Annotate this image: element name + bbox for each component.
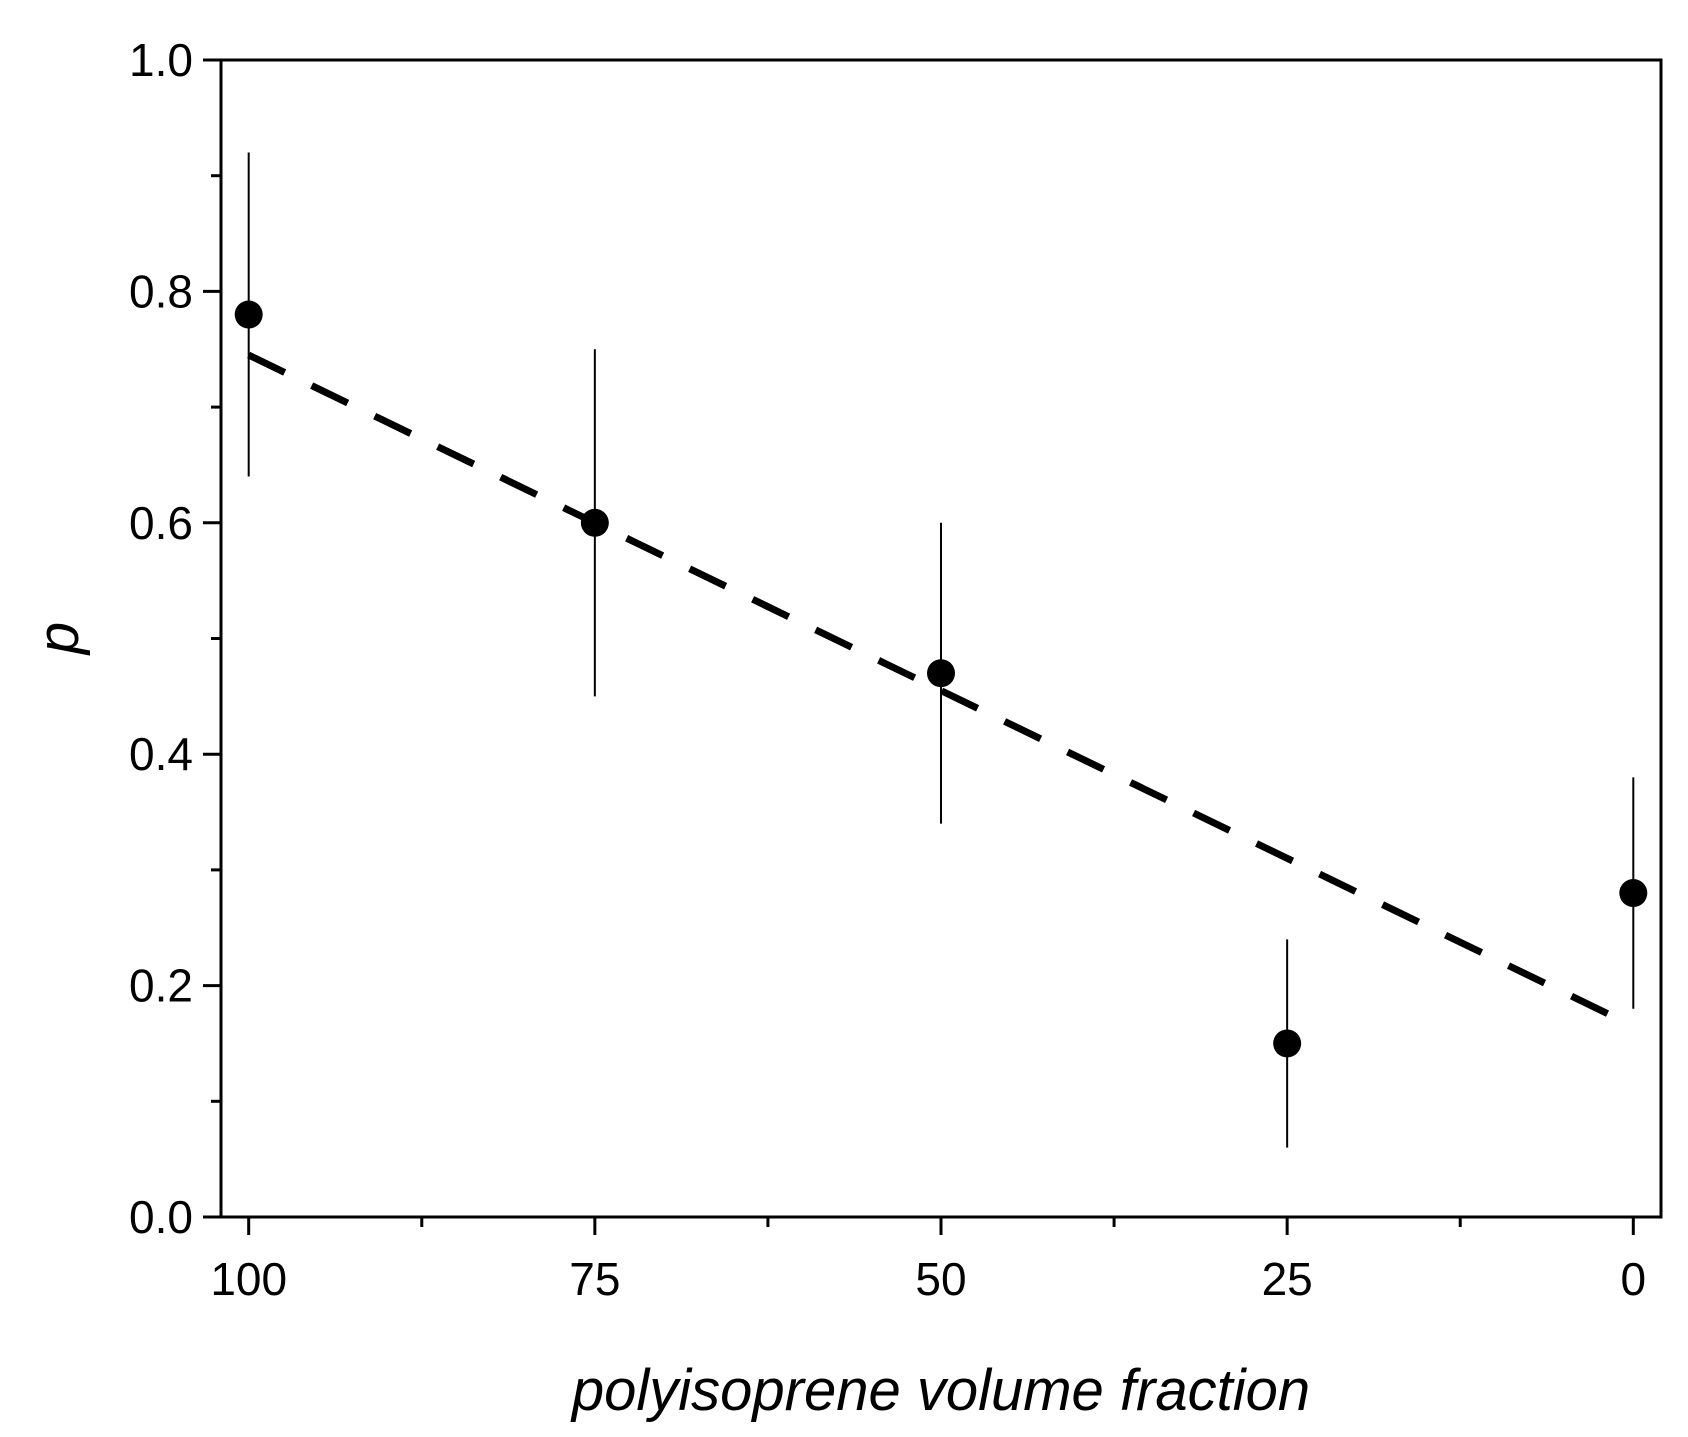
fit-line — [247, 351, 1635, 1030]
y-tick-label: 0.6 — [129, 497, 193, 549]
x-axis-title: polyisoprene volume fraction — [570, 1358, 1310, 1423]
x-tick-label: 25 — [1262, 1253, 1313, 1305]
x-tick-labels: 100 75 50 25 0 — [210, 1253, 1646, 1305]
x-tick-label: 75 — [569, 1253, 620, 1305]
x-tick-label: 100 — [210, 1253, 287, 1305]
fit-line-group — [247, 351, 1635, 1030]
y-axis-title: p — [26, 622, 91, 656]
y-tick-label: 0.8 — [129, 265, 193, 317]
data-point — [1619, 879, 1648, 908]
y-tick-label: 0.0 — [129, 1191, 193, 1243]
error-bars — [247, 152, 1635, 1148]
y-tick-label: 0.2 — [129, 960, 193, 1012]
data-point — [1273, 1029, 1302, 1058]
y-tick-labels: 0.0 0.2 0.4 0.6 0.8 1.0 — [129, 34, 193, 1243]
data-point — [927, 659, 955, 688]
x-tick-label: 0 — [1621, 1253, 1647, 1305]
y-tick-label: 0.4 — [129, 728, 193, 780]
data-point — [580, 508, 609, 537]
axis-ticks — [203, 58, 1635, 1235]
data-points — [234, 300, 1648, 1058]
data-point — [234, 300, 263, 329]
x-tick-label: 50 — [915, 1253, 966, 1305]
y-tick-label: 1.0 — [129, 34, 193, 86]
